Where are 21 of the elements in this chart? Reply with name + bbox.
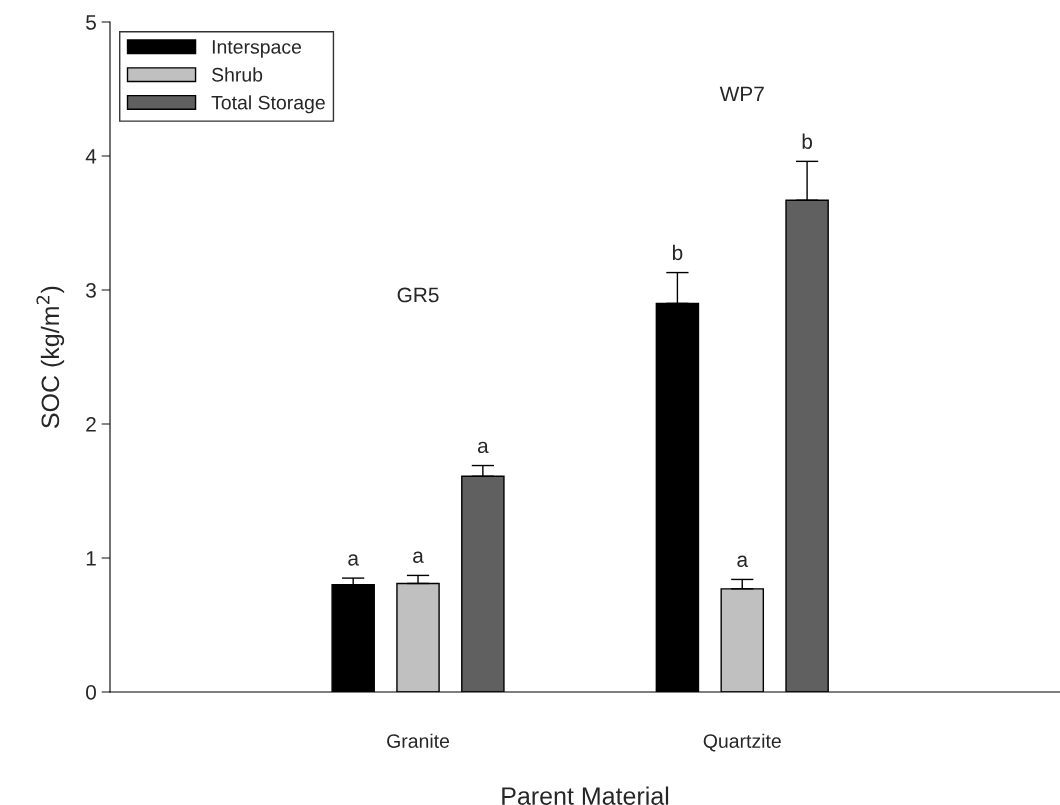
x-tick-label: Quartzite [703,733,781,752]
y-tick-label: 5 [86,15,96,30]
x-tick-label: Granite [387,733,450,748]
y-axis-title: SOC (kg/m$^{2}$) [36,286,65,428]
data-label: a [348,554,359,566]
y-tick-label: 1 [86,551,96,566]
data-label: b [802,133,813,149]
x-axis-title: Parent Material [502,786,669,805]
annotation: GR5 [397,287,439,303]
data-label: b [672,244,683,261]
data-label: a [413,551,424,563]
y-tick-label: 4 [85,149,97,164]
legend-label: Shrub [212,67,263,82]
y-tick-label: 3 [86,283,96,298]
legend-label: Interspace [212,40,302,58]
y-tick-label: 2 [86,417,96,432]
legend-label: Total Storage [211,95,325,114]
annotation: WP7 [719,86,764,102]
y-tick-label: 0 [86,685,96,700]
data-label: a [477,441,489,454]
data-label: a [737,555,749,567]
